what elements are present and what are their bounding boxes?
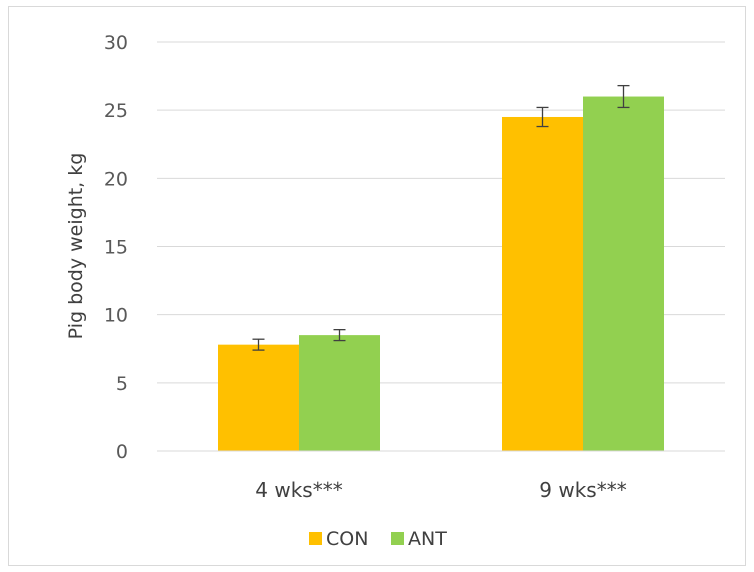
legend-label: ANT: [408, 528, 447, 550]
y-tick-label: 30: [104, 32, 128, 54]
error-bar-con-1: [252, 338, 265, 351]
legend: CON ANT: [309, 528, 447, 550]
y-tick-label: 5: [116, 373, 128, 395]
y-tick-label: 20: [104, 168, 128, 190]
bar-ant-2: [583, 96, 664, 452]
bars: [218, 96, 664, 452]
x-category-label: 9 wks***: [539, 478, 626, 502]
error-bar-ant-1: [333, 329, 346, 342]
legend-label: CON: [326, 528, 368, 550]
legend-swatch: [309, 532, 322, 545]
bar-con-2: [502, 116, 583, 451]
y-tick-label: 10: [104, 305, 128, 327]
error-bars: [252, 84, 630, 351]
bar-ant-1: [299, 335, 380, 451]
y-tick-label: 15: [104, 237, 128, 259]
bar-con-1: [218, 344, 299, 451]
y-tick-label: 25: [104, 100, 128, 122]
error-bar-con-2: [536, 106, 549, 128]
legend-item-con: CON: [309, 528, 368, 550]
x-category-label: 4 wks***: [255, 478, 342, 502]
legend-swatch: [391, 532, 404, 545]
y-axis-ticks: 0 5 10 15 20 25 30: [104, 32, 128, 463]
error-bar-ant-2: [617, 84, 630, 109]
y-tick-label: 0: [116, 441, 128, 463]
y-axis-label: Pig body weight, kg: [65, 153, 87, 340]
legend-item-ant: ANT: [391, 528, 447, 550]
x-axis-categories: 4 wks*** 9 wks***: [255, 478, 626, 502]
